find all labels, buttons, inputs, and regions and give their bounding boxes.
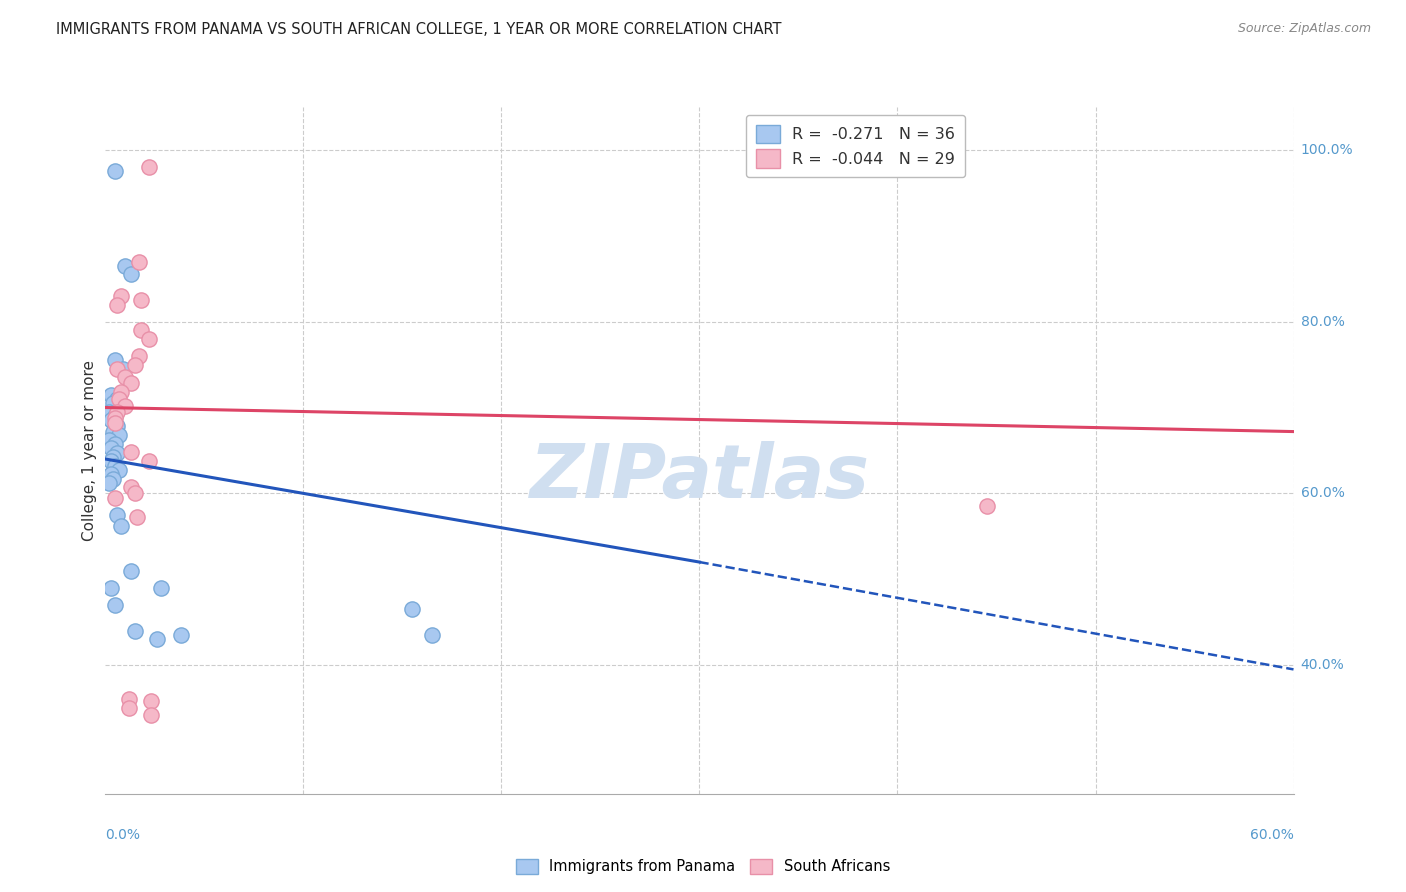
Point (98, 405, 121, 419)
Point (100, 454, 122, 468)
Text: 60.0%: 60.0% (1250, 828, 1294, 842)
Point (110, 385, 132, 400)
Point (138, 454, 160, 468)
Point (104, 598, 127, 612)
Point (105, 508, 128, 522)
Point (124, 486, 146, 500)
Point (120, 445, 142, 459)
Text: IMMIGRANTS FROM PANAMA VS SOUTH AFRICAN COLLEGE, 1 YEAR OR MORE CORRELATION CHAR: IMMIGRANTS FROM PANAMA VS SOUTH AFRICAN … (56, 22, 782, 37)
Point (100, 581, 122, 595)
Point (120, 268, 142, 282)
Point (138, 332, 160, 346)
Point (128, 254, 150, 268)
Text: ZIPatlas: ZIPatlas (530, 442, 869, 515)
Point (127, 510, 149, 524)
Text: 100.0%: 100.0% (1301, 143, 1353, 157)
Point (108, 392, 131, 406)
Legend: Immigrants from Panama, South Africans: Immigrants from Panama, South Africans (510, 853, 896, 880)
Point (108, 428, 131, 442)
Point (118, 701, 141, 715)
Point (114, 370, 136, 384)
Point (401, 602, 423, 616)
Point (110, 519, 132, 533)
Point (104, 491, 127, 505)
Point (138, 160, 160, 174)
Point (98, 476, 121, 491)
Point (120, 564, 142, 578)
Point (100, 441, 122, 455)
Point (100, 387, 122, 401)
Point (120, 479, 142, 493)
Point (124, 624, 146, 638)
Point (98, 433, 121, 447)
Point (976, 500, 998, 514)
Point (104, 353, 127, 368)
Point (103, 425, 125, 439)
Text: Source: ZipAtlas.com: Source: ZipAtlas.com (1237, 22, 1371, 36)
Point (103, 450, 125, 465)
Point (105, 362, 128, 376)
Point (104, 410, 127, 425)
Text: 60.0%: 60.0% (1301, 486, 1344, 500)
Y-axis label: College, 1 year or more: College, 1 year or more (82, 360, 97, 541)
Point (105, 446, 128, 460)
Point (129, 323, 152, 337)
Point (110, 289, 132, 303)
Point (103, 472, 125, 486)
Point (120, 376, 142, 391)
Point (139, 707, 162, 722)
Point (170, 628, 193, 642)
Point (104, 458, 127, 473)
Point (105, 419, 128, 434)
Point (149, 581, 172, 595)
Text: 80.0%: 80.0% (1301, 315, 1344, 328)
Point (146, 632, 169, 647)
Point (105, 392, 128, 406)
Point (124, 358, 146, 372)
Point (104, 416, 127, 430)
Point (420, 628, 443, 642)
Legend: R =  -0.271   N = 36, R =  -0.044   N = 29: R = -0.271 N = 36, R = -0.044 N = 29 (747, 115, 965, 178)
Point (104, 436, 127, 450)
Text: 0.0%: 0.0% (105, 828, 141, 842)
Point (129, 293, 152, 308)
Point (108, 463, 131, 477)
Point (105, 297, 128, 311)
Point (128, 349, 150, 363)
Text: 40.0%: 40.0% (1301, 658, 1344, 672)
Point (139, 694, 162, 708)
Point (114, 259, 136, 273)
Point (104, 164, 127, 178)
Point (105, 405, 128, 419)
Point (114, 399, 136, 413)
Point (100, 467, 122, 482)
Point (103, 396, 125, 410)
Point (112, 362, 135, 376)
Point (100, 413, 122, 427)
Point (118, 692, 141, 706)
Point (104, 409, 127, 424)
